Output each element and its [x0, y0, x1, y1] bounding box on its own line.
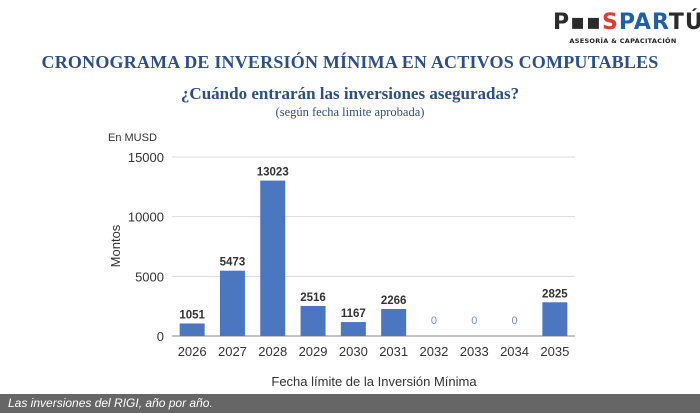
- bar: [179, 323, 205, 336]
- bar: [300, 305, 326, 336]
- logo-tagline: ASESORÍA & CAPACITACIÓN: [569, 37, 677, 45]
- y-tick-label: 0: [157, 329, 164, 344]
- logo-part: P: [553, 10, 571, 35]
- bar-value-label: 5473: [220, 257, 246, 269]
- logo-part: S: [601, 10, 619, 35]
- logo: P▪▪SPARTÚ ASESORÍA & CAPACITACIÓN: [553, 10, 700, 50]
- bar-value-label: 0: [511, 315, 517, 327]
- bar-chart: 0 5000 10000 15000 En MUSD Montos 1051 2026 5473…: [108, 132, 575, 389]
- bar-value-label: 13023: [257, 167, 289, 179]
- logo-wordmark: P▪▪SPARTÚ: [553, 10, 700, 36]
- logo-part: TÚ: [668, 10, 700, 35]
- y-axis-label: Montos: [108, 224, 123, 267]
- x-tick-label: 2029: [299, 344, 328, 359]
- y-tick-label: 10000: [128, 210, 164, 225]
- bar: [381, 308, 407, 336]
- chart-subtitle: ¿Cuándo entrarán las inversiones asegura…: [180, 84, 520, 103]
- bar: [219, 270, 245, 336]
- unit-label: En MUSD: [108, 132, 157, 144]
- x-tick-label: 2027: [218, 344, 247, 359]
- image-caption: Las inversiones del RIGI, año por año.: [0, 394, 700, 413]
- chart-title: CRONOGRAMA DE INVERSIÓN MÍNIMA EN ACTIVO…: [41, 52, 659, 72]
- bar-value-label: 2516: [300, 292, 326, 304]
- bar-value-label: 1167: [341, 308, 366, 320]
- bar-value-label: 2266: [381, 295, 407, 307]
- bar: [340, 322, 366, 336]
- logo-part: PAR: [618, 10, 669, 35]
- bar: [542, 302, 568, 336]
- x-tick-label: 2033: [460, 344, 489, 359]
- x-tick-label: 2032: [419, 344, 448, 359]
- bar-value-label: 1051: [179, 309, 205, 321]
- x-tick-label: 2030: [339, 344, 368, 359]
- y-tick-label: 15000: [128, 150, 164, 165]
- x-tick-label: 2031: [379, 344, 408, 359]
- x-tick-label: 2035: [540, 344, 569, 359]
- x-tick-label: 2026: [178, 344, 207, 359]
- chart-note: (según fecha limite aprobada): [275, 105, 425, 119]
- x-tick-label: 2028: [258, 344, 287, 359]
- logo-part: ▪▪: [570, 10, 602, 35]
- x-tick-label: 2034: [500, 344, 529, 359]
- x-axis-label: Fecha límite de la Inversión Mínima: [271, 374, 477, 389]
- bar-value-label: 0: [471, 315, 477, 327]
- bar: [260, 180, 286, 336]
- y-tick-label: 5000: [135, 269, 164, 284]
- bar-value-label: 2825: [542, 288, 568, 300]
- bar-value-label: 0: [431, 315, 437, 327]
